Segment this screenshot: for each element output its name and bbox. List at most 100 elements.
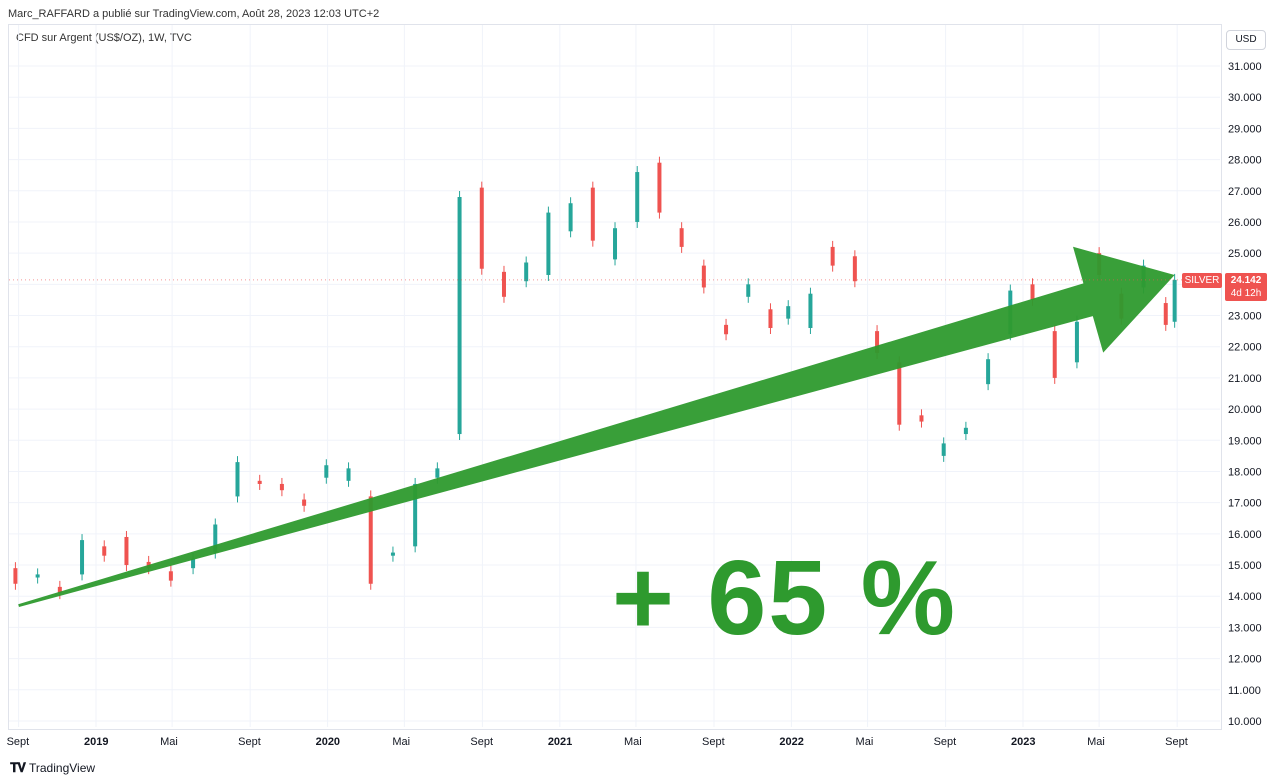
candle-body	[768, 309, 773, 328]
footer-brand[interactable]: 𝐓𝐕 TradingView	[10, 760, 95, 776]
x-tick-label: Mai	[392, 736, 410, 748]
symbol-price-tag: SILVER	[1182, 273, 1222, 288]
candle-body	[1030, 284, 1035, 300]
candle-body	[346, 468, 351, 481]
y-tick-label: 31.000	[1228, 61, 1262, 73]
y-tick-label: 15.000	[1228, 560, 1262, 572]
candle-body	[830, 246, 835, 266]
candle-body	[413, 483, 418, 547]
candle-body	[1172, 279, 1177, 322]
y-tick-label: 22.000	[1228, 342, 1262, 354]
candle-body	[701, 265, 706, 288]
x-tick-label: Sept	[470, 736, 493, 748]
candle-body	[501, 271, 506, 297]
candle-body	[1074, 321, 1079, 363]
candle-body	[919, 415, 924, 422]
bar-countdown: 4d 12h	[1230, 288, 1262, 299]
percent-annotation: + 65 %	[612, 539, 957, 657]
last-price-label: 24.142 4d 12h	[1225, 273, 1267, 301]
candle-body	[457, 197, 462, 435]
y-tick-label: 17.000	[1228, 498, 1262, 510]
trend-arrow	[18, 246, 1175, 608]
y-tick-label: 14.000	[1228, 591, 1262, 603]
y-tick-label: 30.000	[1228, 92, 1262, 104]
candle-body	[635, 172, 640, 222]
y-tick-label: 28.000	[1228, 155, 1262, 167]
x-tick-label: Sept	[238, 736, 261, 748]
x-tick-label: 2022	[779, 736, 803, 748]
candle-body	[524, 262, 529, 282]
x-tick-label: Sept	[934, 736, 957, 748]
candle-body	[213, 524, 218, 553]
candle-body	[1052, 331, 1057, 378]
candle-body	[724, 324, 729, 335]
candle-body	[852, 256, 857, 282]
y-tick-label: 10.000	[1228, 716, 1262, 728]
candle-body	[35, 574, 40, 578]
y-tick-label: 11.000	[1228, 685, 1261, 697]
candle-body	[102, 546, 107, 556]
candle-body	[1163, 303, 1168, 325]
candle-body	[479, 187, 484, 269]
candle-body	[963, 427, 968, 435]
x-tick-label: Mai	[856, 736, 874, 748]
y-tick-label: 19.000	[1228, 435, 1262, 447]
x-tick-label: 2020	[316, 736, 340, 748]
last-price-value: 24.142	[1230, 275, 1262, 286]
x-tick-label: Mai	[160, 736, 178, 748]
candle-body	[168, 571, 173, 581]
candle-body	[590, 187, 595, 241]
candle-body	[786, 306, 791, 319]
y-tick-label: 23.000	[1228, 311, 1262, 323]
x-tick-label: 2023	[1011, 736, 1035, 748]
x-tick-label: 2021	[548, 736, 572, 748]
brand-name: TradingView	[29, 761, 96, 775]
candle-body	[875, 331, 880, 353]
candle-body	[435, 468, 440, 478]
candle-body	[324, 465, 329, 478]
y-tick-label: 20.000	[1228, 404, 1262, 416]
candle-body	[613, 228, 618, 260]
candle-body	[191, 558, 196, 569]
x-tick-label: Mai	[624, 736, 642, 748]
candle-body	[390, 552, 395, 556]
price-axis[interactable]	[1221, 24, 1280, 728]
y-tick-label: 18.000	[1228, 466, 1262, 478]
candle-body	[808, 293, 813, 328]
candle-body	[235, 462, 240, 497]
y-tick-label: 21.000	[1228, 373, 1262, 385]
candle-body	[80, 540, 85, 575]
candle-body	[368, 496, 373, 584]
candle-body	[13, 568, 18, 584]
y-tick-label: 12.000	[1228, 654, 1262, 666]
currency-button[interactable]: USD	[1226, 30, 1266, 50]
candle-body	[986, 359, 991, 385]
candle-body	[546, 212, 551, 275]
y-tick-label: 13.000	[1228, 622, 1262, 634]
y-tick-label: 25.000	[1228, 248, 1262, 260]
x-tick-label: Sept	[702, 736, 725, 748]
x-tick-label: 2019	[84, 736, 108, 748]
tradingview-logo-icon: 𝐓𝐕	[10, 760, 26, 775]
candle-body	[257, 480, 262, 484]
y-tick-label: 29.000	[1228, 123, 1262, 135]
y-tick-label: 27.000	[1228, 186, 1262, 198]
y-tick-label: 26.000	[1228, 217, 1262, 229]
candle-body	[941, 443, 946, 456]
candle-body	[279, 483, 284, 491]
candle-body	[124, 536, 129, 566]
candle-body	[679, 228, 684, 247]
x-tick-label: Sept	[1165, 736, 1188, 748]
symbol-title: CFD sur Argent (US$/OZ), 1W, TVC	[16, 32, 192, 44]
candle-body	[897, 362, 902, 425]
candle-body	[746, 284, 751, 297]
candle-body	[657, 162, 662, 213]
candle-body	[568, 203, 573, 232]
x-tick-label: Sept	[7, 736, 30, 748]
candle-body	[302, 499, 307, 506]
publisher-header: Marc_RAFFARD a publié sur TradingView.co…	[8, 8, 380, 20]
y-tick-label: 16.000	[1228, 529, 1262, 541]
candle-body	[57, 586, 62, 594]
x-tick-label: Mai	[1087, 736, 1105, 748]
